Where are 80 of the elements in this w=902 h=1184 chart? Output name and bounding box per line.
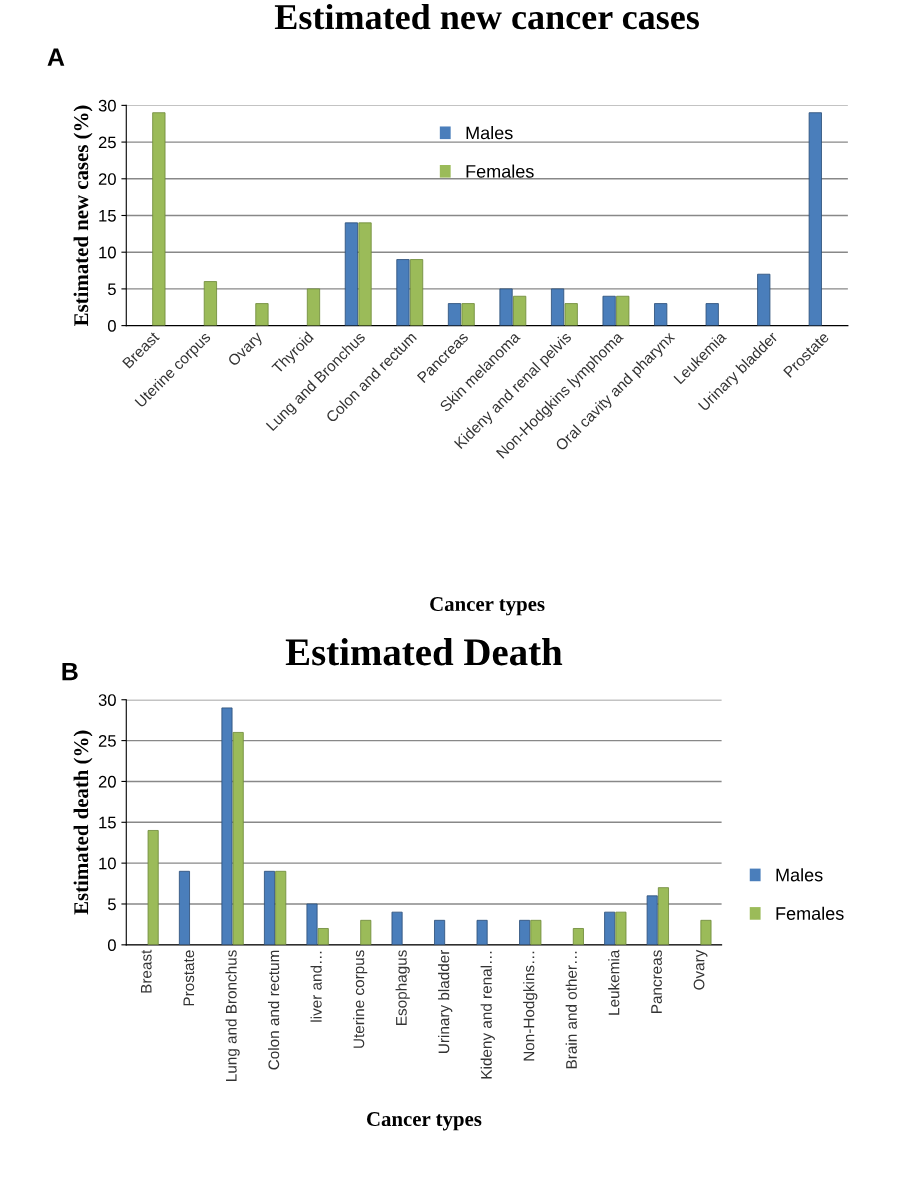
bar: [564, 303, 578, 326]
y-axis-title: Estimated death (%): [73, 730, 93, 915]
bar: [602, 295, 616, 326]
bar: [358, 222, 372, 326]
bar: [178, 870, 190, 945]
x-tick-label: Lung and Bronchus: [225, 950, 240, 1081]
chart-title: Estimated new cancer cases: [274, 3, 699, 30]
bar: [519, 919, 531, 945]
bar: [604, 911, 616, 945]
bar: [572, 928, 584, 945]
x-tick-label: Kideny and renal…: [480, 951, 495, 1079]
y-tick-label: 15: [99, 210, 116, 222]
y-tick-label: 30: [98, 99, 116, 112]
text: B: [62, 662, 78, 681]
bar: [447, 303, 462, 326]
legend-label: Males: [466, 126, 513, 140]
bar: [615, 911, 627, 945]
y-tick-label: 5: [107, 283, 116, 296]
bar: [513, 295, 527, 326]
x-tick-label: Ovary: [693, 949, 708, 990]
x-tick-label: Urinary bladder: [438, 949, 453, 1053]
legend-label: Females: [776, 906, 844, 920]
x-tick-label: Uterine corpus: [353, 950, 368, 1048]
bar: [705, 303, 719, 326]
bar: [434, 919, 446, 945]
bar: [654, 303, 668, 326]
x-tick-label: Brain and other…: [565, 951, 577, 1069]
y-tick-label: 0: [107, 320, 116, 332]
x-axis-title: Cancer types: [430, 597, 545, 616]
legend-label: Males: [776, 868, 823, 882]
y-tick-label: 10: [99, 246, 116, 259]
y-tick-label: 15: [99, 816, 116, 829]
y-tick-label: 10: [99, 857, 116, 870]
y-tick-label: 25: [98, 136, 116, 149]
bar: [360, 919, 372, 945]
y-tick-label: 20: [98, 775, 116, 788]
x-tick-label: Colon and rectum: [267, 950, 280, 1070]
y-axis-title: Estimated new cases (%): [73, 105, 93, 326]
x-tick-label: Non-Hodgkins…: [523, 951, 538, 1061]
x-tick-label: liver and…: [310, 951, 322, 1022]
bar: [263, 870, 276, 945]
bar: [530, 919, 542, 945]
x-tick-label: Breast: [140, 949, 152, 993]
y-tick-label: 25: [98, 734, 116, 747]
y-tick-label: 5: [107, 898, 116, 911]
bar: [306, 288, 321, 326]
x-axis-title: Cancer types: [366, 1112, 482, 1131]
bar: [306, 903, 318, 945]
bar: [476, 919, 488, 945]
bar: [391, 911, 403, 945]
bar: [275, 870, 287, 945]
bar: [344, 222, 359, 326]
bar: [221, 707, 233, 945]
text: A: [47, 48, 65, 66]
bar: [757, 273, 771, 326]
bar: [808, 112, 822, 326]
chart-title: Estimated Death: [285, 638, 563, 666]
bar: [700, 919, 712, 945]
bar: [550, 288, 565, 326]
bar: [499, 288, 513, 326]
x-tick-label: Esophagus: [395, 950, 410, 1025]
bar: [152, 112, 166, 326]
y-tick-label: 30: [98, 694, 116, 706]
bar: [646, 895, 658, 945]
bar: [147, 830, 159, 945]
bar: [409, 259, 424, 326]
bar: [203, 281, 217, 326]
bar: [461, 303, 475, 326]
x-tick-label: Leukemia: [608, 949, 620, 1015]
y-tick-label: 0: [107, 939, 116, 952]
bar: [616, 295, 630, 326]
bar: [657, 887, 669, 945]
x-tick-label: Prostate: [183, 950, 195, 1006]
bar: [317, 928, 329, 945]
x-tick-label: Pancreas: [651, 950, 662, 1013]
bar: [255, 303, 269, 326]
y-tick-label: 20: [98, 173, 116, 185]
legend-label: Females: [466, 164, 534, 178]
bar: [396, 259, 410, 326]
bar: [232, 732, 244, 945]
